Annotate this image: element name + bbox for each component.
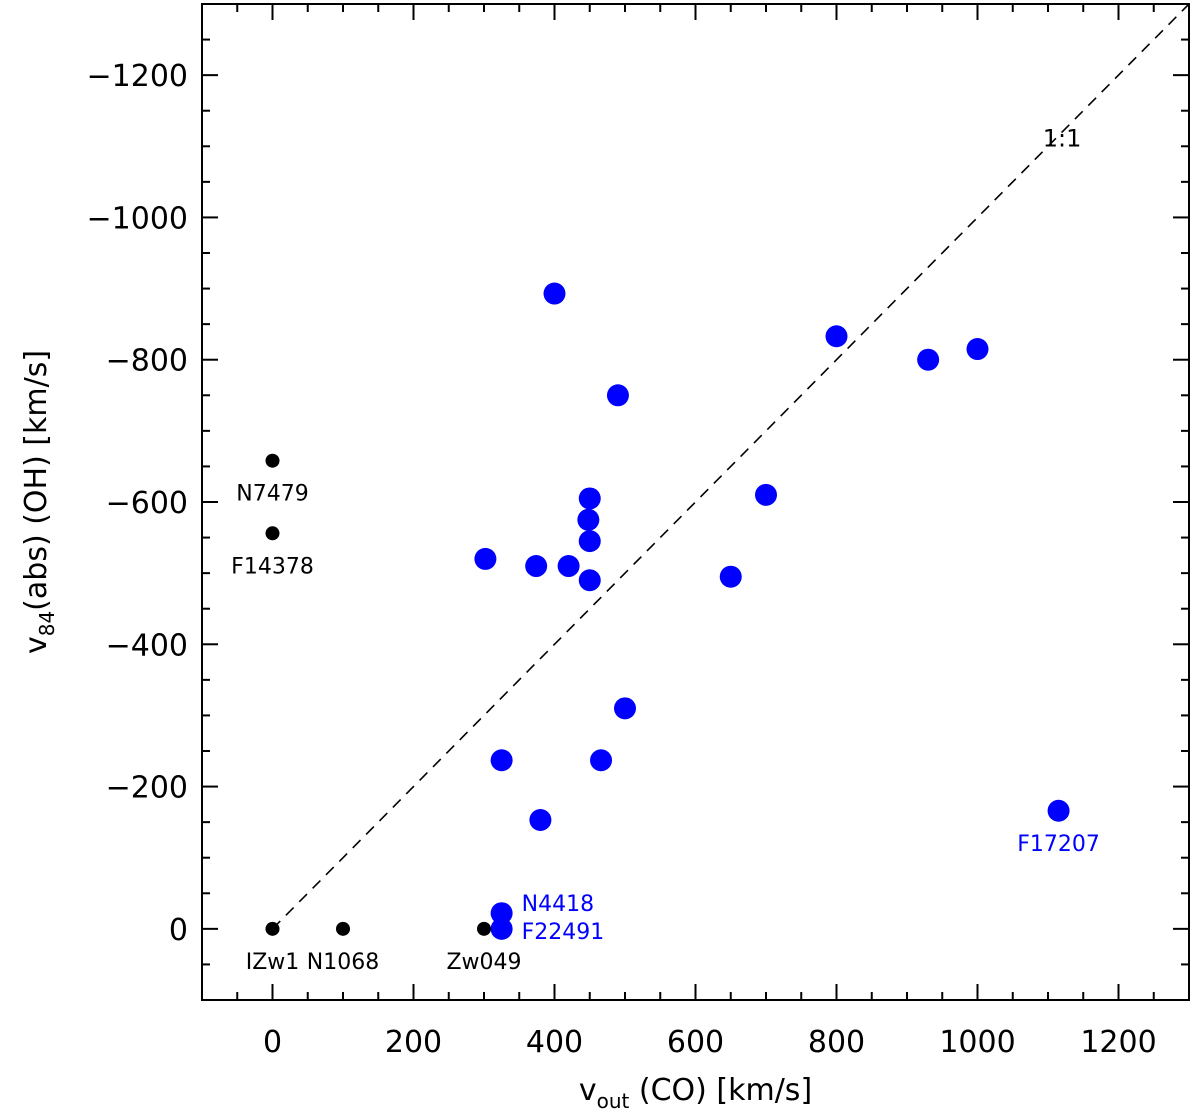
- x-tick-label: 800: [808, 1025, 865, 1060]
- detected-point: [719, 565, 742, 588]
- other-point: [265, 921, 280, 936]
- detected-point: [825, 325, 848, 348]
- data-points: [265, 282, 1070, 940]
- x-tick-label: 200: [385, 1025, 442, 1060]
- plot-frame: [201, 3, 1190, 1001]
- y-tick-label: 0: [169, 913, 188, 948]
- detected-point: [917, 348, 940, 371]
- reference-line-group: 1:1: [271, 3, 1190, 930]
- x-axis-title: vout (CO) [km/s]: [579, 1073, 812, 1112]
- point-label: F17207: [1017, 832, 1100, 857]
- detected-point: [755, 483, 777, 506]
- point-label: N4418: [522, 892, 594, 917]
- detected-point: [1047, 799, 1070, 822]
- x-tick-label: 1000: [939, 1025, 1015, 1060]
- y-axis-title-rest: (abs) (OH) [km/s]: [19, 350, 54, 611]
- x-tick-label: 1200: [1080, 1025, 1156, 1060]
- y-tick-label: −1000: [87, 201, 188, 236]
- detected-point: [590, 749, 613, 772]
- x-tick-label: 0: [263, 1025, 282, 1060]
- detected-point: [490, 902, 513, 925]
- other-point: [265, 453, 280, 468]
- detected-point: [614, 697, 636, 720]
- other-point: [336, 921, 350, 936]
- x-tick-label: 400: [526, 1025, 583, 1060]
- other-point: [265, 526, 280, 541]
- y-tick-label: −600: [106, 486, 188, 521]
- y-tick-label: −200: [106, 771, 188, 806]
- y-tick-labels: 0 −200 −400 −600 −800 −1000 −1200: [87, 59, 188, 948]
- other-point: [477, 921, 491, 936]
- detected-point: [525, 555, 548, 578]
- x-axis-title-main: v: [579, 1073, 597, 1108]
- y-axis-title-main: v: [19, 636, 54, 654]
- detected-point: [557, 555, 580, 578]
- one-to-one-line: [271, 3, 1190, 930]
- point-labels: F17207 N4418 F22491 N7479 F14378 IZw1 N1068 Zw0…: [231, 482, 1100, 975]
- y-tick-label: −800: [106, 344, 188, 379]
- detected-point: [490, 749, 513, 772]
- one-to-one-label: 1:1: [1043, 124, 1082, 152]
- point-label: F14378: [231, 554, 314, 579]
- detected-point: [578, 569, 601, 592]
- point-label: F22491: [522, 920, 605, 945]
- x-axis-title-sub: out: [597, 1089, 630, 1112]
- x-axis-title-rest: (CO) [km/s]: [629, 1073, 812, 1108]
- detected-point: [474, 547, 497, 570]
- detected-point: [966, 338, 989, 361]
- point-label: IZw1: [246, 950, 300, 975]
- x-tick-label: 600: [667, 1025, 724, 1060]
- detected-point: [578, 530, 601, 553]
- detected-point: [490, 917, 513, 940]
- detected-point: [577, 508, 600, 531]
- point-label: N1068: [307, 950, 379, 975]
- y-axis-title: v84(abs) (OH) [km/s]: [19, 350, 59, 654]
- detected-point: [543, 282, 566, 305]
- y-tick-label: −1200: [87, 59, 188, 94]
- y-axis-title-sub: 84: [35, 611, 59, 636]
- point-label: N7479: [236, 482, 308, 507]
- detected-point: [529, 809, 552, 832]
- point-label: Zw049: [446, 950, 521, 975]
- detected-point: [578, 487, 601, 510]
- x-tick-labels: 0 200 400 600 800 1000 1200: [263, 1025, 1157, 1060]
- detected-point: [606, 384, 629, 407]
- axis-ticks: [202, 4, 1189, 1000]
- y-tick-label: −400: [106, 628, 188, 663]
